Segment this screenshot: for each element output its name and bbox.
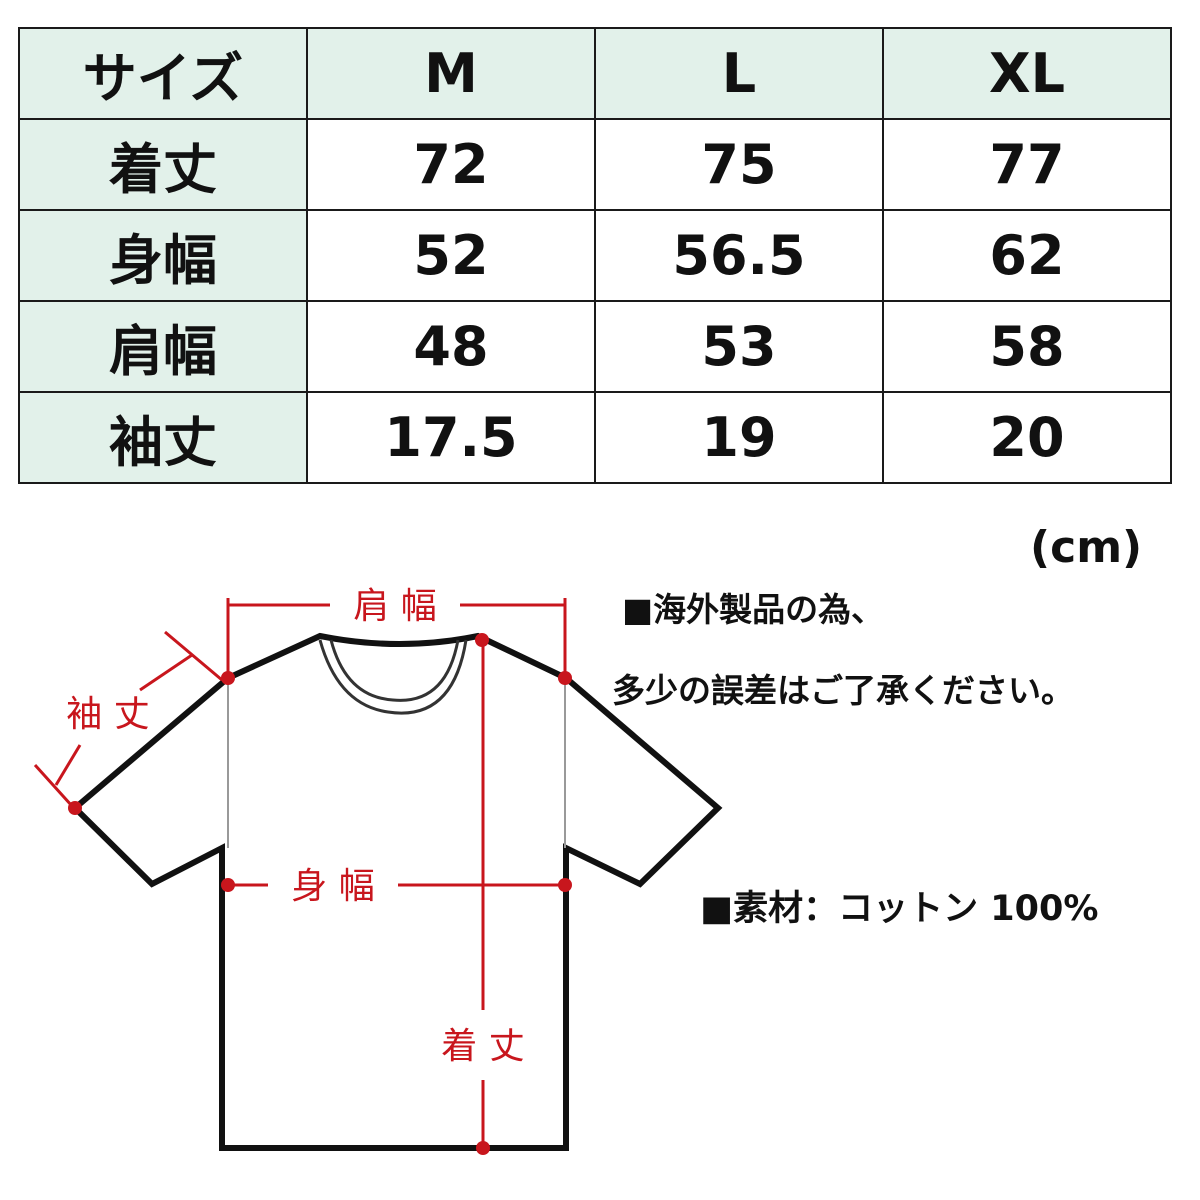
header-cell: M	[306, 27, 596, 120]
table-cell: 75	[594, 118, 884, 211]
collar-inner	[329, 639, 460, 702]
table-row: 着丈 72 75 77	[18, 118, 1172, 211]
table-header-row: サイズ M L XL	[18, 27, 1172, 120]
table-cell: 62	[882, 209, 1172, 302]
table-row: 身幅 52 56.5 62	[18, 209, 1172, 302]
table-row: 袖丈 17.5 19 20	[18, 391, 1172, 484]
row-label: 袖丈	[18, 391, 308, 484]
body-width-label: 身 幅	[291, 866, 374, 907]
table-cell: 58	[882, 300, 1172, 393]
material-note: ■素材：コットン 100%	[700, 889, 1099, 929]
shoulder-width-label: 肩 幅	[353, 586, 436, 627]
note-line-1: ■海外製品の為、	[622, 590, 885, 629]
header-cell: サイズ	[18, 27, 308, 120]
header-cell: L	[594, 27, 884, 120]
table-cell: 72	[306, 118, 596, 211]
measure-lines	[33, 598, 567, 1148]
table-cell: 20	[882, 391, 1172, 484]
table-cell: 56.5	[594, 209, 884, 302]
table-cell: 17.5	[306, 391, 596, 484]
table-row: 肩幅 48 53 58	[18, 300, 1172, 393]
note-line-2: 多少の誤差はご了承ください。	[612, 671, 1074, 710]
row-label: 着丈	[18, 118, 308, 211]
measure-points	[68, 633, 572, 1155]
table-cell: 53	[594, 300, 884, 393]
length-label: 着 丈	[441, 1026, 524, 1067]
header-cell: XL	[882, 27, 1172, 120]
table-cell: 48	[306, 300, 596, 393]
row-label: 身幅	[18, 209, 308, 302]
row-label: 肩幅	[18, 300, 308, 393]
table-cell: 77	[882, 118, 1172, 211]
tshirt-outline	[70, 632, 723, 1151]
size-table: サイズ M L XL 着丈 72 75 77 身幅 52 56.5 62 肩幅 …	[18, 27, 1172, 484]
unit-label: (cm)	[1030, 522, 1143, 573]
sleeve-length-label: 袖 丈	[66, 694, 149, 735]
collar	[318, 639, 468, 715]
table-cell: 52	[306, 209, 596, 302]
table-cell: 19	[594, 391, 884, 484]
